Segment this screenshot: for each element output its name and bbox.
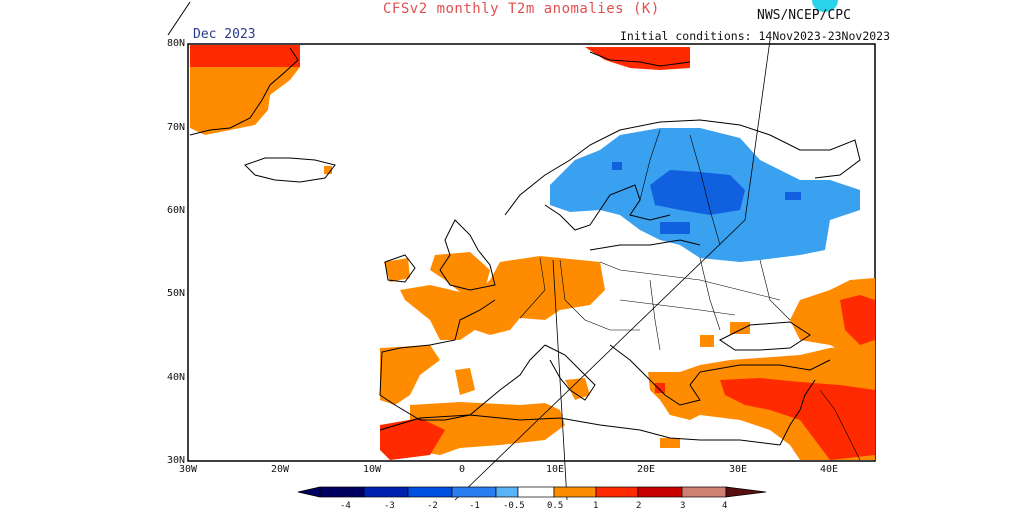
colorbar-bin: [681, 486, 727, 498]
lon-label: 40E: [820, 464, 839, 475]
colorbar-label: -2: [427, 501, 438, 511]
map-title: CFSv2 monthly T2m anomalies (K): [383, 1, 660, 17]
colorbar-label: 0.5: [547, 501, 564, 511]
warm-anomaly-shading: [190, 45, 875, 460]
lat-label: 50N: [167, 288, 186, 299]
lat-label: 80N: [167, 38, 186, 49]
valid-month: Dec 2023: [193, 27, 256, 42]
colorbar-bin: [451, 486, 497, 498]
lat-label: 40N: [167, 372, 186, 383]
colorbar-label: -1: [469, 501, 480, 511]
colorbar-bin: [517, 486, 555, 498]
colorbar-label: 1: [593, 501, 599, 511]
country-borders: [519, 129, 861, 461]
lon-label: 10E: [546, 464, 565, 475]
colorbar-label: -0.5: [503, 501, 525, 511]
lon-label: 30W: [179, 464, 198, 475]
colorbar-bin: [363, 486, 409, 498]
noaa-logo: [812, 0, 838, 12]
coastlines: [189, 47, 861, 446]
cold-anomaly-shading: [550, 128, 860, 262]
colorbar-label: -3: [384, 501, 395, 511]
colorbar-bin: [319, 486, 365, 498]
lon-label: 0: [459, 464, 466, 475]
agency-label: NWS/NCEP/CPC: [757, 8, 851, 23]
artifact-diagonal-lines: [454, 39, 771, 501]
colorbar-arrow-left: [297, 486, 321, 498]
colorbar: [297, 486, 767, 498]
colorbar-arrow-right: [725, 486, 767, 498]
colorbar-label: 4: [722, 501, 728, 511]
lon-label: 30E: [729, 464, 748, 475]
colorbar-label: 3: [680, 501, 686, 511]
lat-label: 30N: [167, 455, 186, 466]
colorbar-bin: [495, 486, 519, 498]
colorbar-bin: [407, 486, 453, 498]
lon-label: 20W: [271, 464, 290, 475]
lon-label: 20E: [637, 464, 656, 475]
colorbar-bin: [553, 486, 597, 498]
colorbar-bin: [595, 486, 639, 498]
lat-label: 70N: [167, 122, 186, 133]
initial-conditions: Initial conditions: 14Nov2023-23Nov2023: [620, 29, 891, 43]
lat-label: 60N: [167, 205, 186, 216]
lon-label: 10W: [363, 464, 382, 475]
colorbar-bin: [637, 486, 683, 498]
colorbar-label: -4: [340, 501, 351, 511]
artifact-line: [167, 1, 191, 36]
colorbar-label: 2: [636, 501, 642, 511]
